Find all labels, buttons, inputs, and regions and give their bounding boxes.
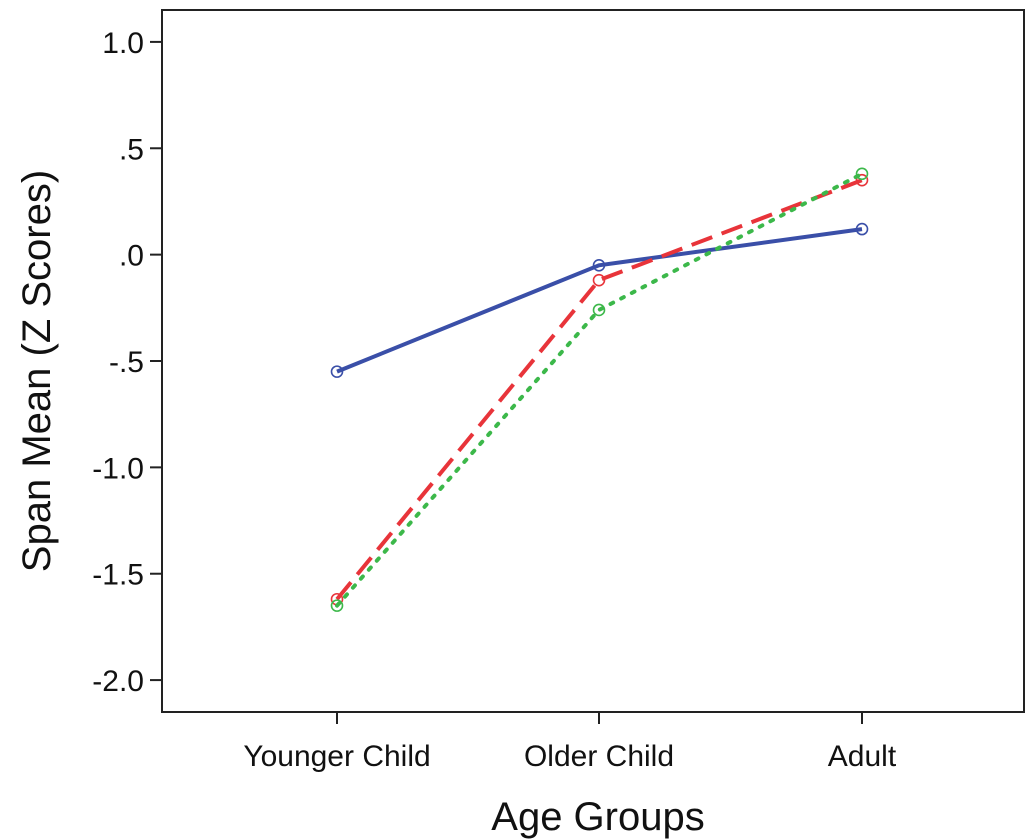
x-tick-label: Older Child <box>524 740 674 773</box>
y-tick-label: -2.0 <box>92 665 144 698</box>
series-3-point <box>855 167 869 181</box>
x-tick-label: Younger Child <box>243 740 430 773</box>
y-ticks: 1.0 .5 .0 -.5 -1.0 -1.5 -2.0 <box>92 27 162 698</box>
series-1-point <box>330 365 344 378</box>
series-2-point <box>592 273 606 287</box>
axes <box>161 9 1025 713</box>
series-1-point <box>592 258 606 272</box>
y-tick-label: .0 <box>119 240 144 273</box>
series-2-line <box>335 178 863 601</box>
series-group <box>330 167 869 612</box>
y-axis-title: Span Mean (Z Scores) <box>15 170 59 572</box>
y-tick-label: -.5 <box>109 346 144 379</box>
series-3-point <box>592 303 606 317</box>
series-3-point <box>330 599 344 612</box>
plot-frame <box>161 9 1025 713</box>
x-ticks: Younger Child Older Child Adult <box>243 712 897 773</box>
y-tick-label: .5 <box>119 133 144 166</box>
series-1-line <box>336 227 863 374</box>
x-tick-label: Adult <box>828 740 897 773</box>
y-tick-label: 1.0 <box>102 27 144 60</box>
y-tick-label: -1.5 <box>92 559 144 592</box>
series-3-line <box>335 171 864 608</box>
series-2-point <box>855 173 869 187</box>
series-1-point <box>855 222 869 236</box>
x-axis-title: Age Groups <box>491 795 704 839</box>
y-tick-label: -1.0 <box>92 452 144 485</box>
